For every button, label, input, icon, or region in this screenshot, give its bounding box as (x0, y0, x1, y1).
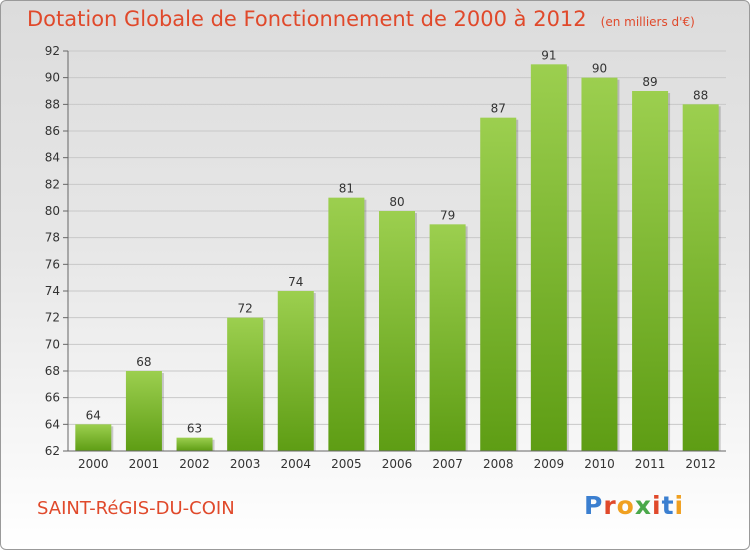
x-tick-label: 2005 (331, 457, 362, 471)
chart-title-text: Dotation Globale de Fonctionnement de 20… (27, 7, 587, 31)
bar (379, 211, 415, 451)
bar (632, 91, 669, 451)
x-tick-label: 2000 (78, 457, 109, 471)
bar (176, 437, 213, 451)
x-tick-label: 2011 (635, 457, 666, 471)
bar (227, 317, 264, 451)
chart-subtitle: (en milliers d'€) (600, 15, 695, 29)
logo-letter: r (603, 491, 617, 520)
bar (480, 117, 517, 452)
y-tick-label: 76 (45, 257, 60, 271)
bar (125, 371, 162, 451)
logo-letter: P (584, 491, 604, 520)
y-tick-label: 78 (45, 231, 60, 245)
y-tick-label: 86 (45, 124, 60, 138)
x-tick-label: 2008 (483, 457, 514, 471)
bar (429, 224, 466, 451)
logo-letter: i (652, 491, 662, 520)
x-tick-label: 2004 (280, 457, 311, 471)
logo-letter: t (661, 491, 675, 520)
data-label: 63 (187, 422, 202, 436)
bar (277, 291, 314, 451)
commune-name: SAINT-RéGIS-DU-COIN (37, 498, 235, 519)
logo-letter: o (616, 491, 635, 520)
bar (682, 104, 719, 451)
y-tick-label: 82 (45, 177, 60, 191)
bar (581, 77, 618, 452)
y-tick-label: 70 (45, 337, 60, 351)
data-label: 90 (592, 62, 607, 76)
data-label: 91 (541, 48, 556, 62)
bar (75, 424, 112, 451)
x-tick-label: 2010 (584, 457, 615, 471)
data-label: 87 (491, 102, 506, 116)
x-axis: 2000 2001 2002 2003 2004 2005 2006 2007 2008 2009… (68, 450, 726, 471)
x-tick-label: 2002 (179, 457, 210, 471)
y-tick-label: 74 (45, 284, 60, 298)
y-tick-label: 80 (45, 204, 60, 218)
y-tick-label: 66 (45, 391, 60, 405)
logo-letter: x (634, 491, 652, 520)
bar (328, 197, 365, 451)
data-label: 68 (136, 355, 151, 369)
data-label: 81 (339, 182, 354, 196)
data-label: 80 (389, 195, 404, 209)
x-tick-label: 2009 (534, 457, 565, 471)
y-tick-label: 88 (45, 97, 60, 111)
x-tick-label: 2001 (129, 457, 160, 471)
data-label: 64 (86, 408, 101, 422)
x-tick-label: 2012 (685, 457, 716, 471)
y-tick-label: 72 (45, 311, 60, 325)
proxiti-logo[interactable]: Proxiti (584, 491, 684, 520)
x-tick-label: 2007 (432, 457, 463, 471)
y-tick-label: 68 (45, 364, 60, 378)
y-axis: 62 64 66 68 70 72 74 76 78 80 82 84 86 88 90 92 (45, 44, 69, 458)
logo-letter: i (674, 491, 685, 520)
y-tick-label: 90 (45, 71, 60, 85)
data-label: 88 (693, 88, 708, 102)
y-tick-label: 64 (45, 417, 60, 431)
y-tick-label: 84 (45, 151, 60, 165)
data-label: 79 (440, 208, 455, 222)
bars: 64 68 63 72 74 81 80 79 87 91 90 89 88 (75, 48, 721, 452)
data-label: 72 (238, 302, 253, 316)
data-label: 89 (642, 75, 657, 89)
chart-title: Dotation Globale de Fonctionnement de 20… (27, 7, 695, 31)
y-tick-label: 92 (45, 44, 60, 58)
x-tick-label: 2003 (230, 457, 261, 471)
y-tick-label: 62 (45, 444, 60, 458)
data-label: 74 (288, 275, 303, 289)
bar (530, 64, 567, 452)
x-tick-label: 2006 (382, 457, 413, 471)
